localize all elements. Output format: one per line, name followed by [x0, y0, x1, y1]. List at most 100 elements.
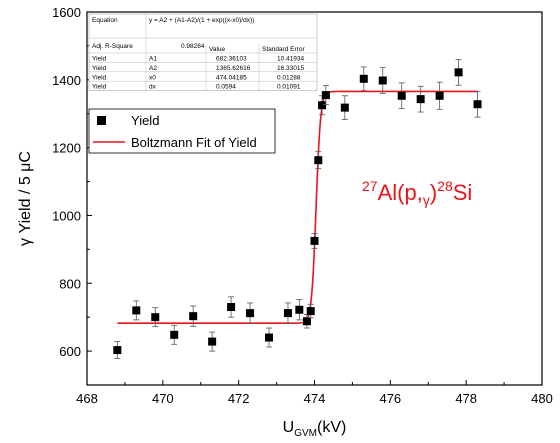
data-marker — [397, 91, 406, 100]
data-marker — [189, 312, 198, 321]
y-tick-label: 1200 — [52, 141, 81, 156]
table-equation: y = A2 + (A1-A2)/(1 + exp((x-x0)/dx)) — [149, 17, 254, 24]
table-error: 0.01091 — [277, 84, 301, 91]
table-adj-r2-label: Adj. R-Square — [92, 43, 133, 50]
data-point — [306, 303, 315, 319]
table-dependent: Yield — [92, 56, 107, 63]
table-equation-label: Equation — [92, 17, 118, 24]
data-point — [113, 341, 122, 359]
table-dependent: Yield — [92, 65, 107, 72]
y-tick-label: 1400 — [52, 73, 81, 88]
table-value: 682.36103 — [216, 56, 247, 63]
data-points — [113, 59, 482, 359]
legend-label-fit: Boltzmann Fit of Yield — [131, 135, 257, 150]
data-marker — [113, 346, 122, 355]
table-error: 0.01288 — [277, 74, 301, 81]
table-value: 0.0594 — [216, 84, 236, 91]
data-marker — [340, 103, 349, 112]
data-point — [265, 327, 273, 348]
data-marker — [454, 68, 463, 77]
data-marker — [306, 307, 315, 316]
annotation-mass-out: 28 — [437, 178, 453, 194]
table-header-error: Standard Error — [262, 46, 305, 53]
data-point — [302, 314, 311, 329]
data-point — [435, 81, 444, 110]
data-marker — [208, 337, 217, 346]
data-point — [170, 324, 179, 345]
x-tick-labels: 468 470 472 474 476 478 480 — [76, 391, 553, 406]
table-header-value: Value — [209, 46, 226, 53]
legend: Yield Boltzmann Fit of Yield — [88, 108, 276, 154]
data-marker — [378, 76, 387, 85]
data-point — [295, 299, 304, 321]
data-marker — [318, 101, 327, 110]
table-error: 16.33015 — [277, 65, 304, 72]
data-marker — [227, 303, 236, 312]
table-value: 1365.62616 — [216, 65, 251, 72]
table-dependent: Yield — [92, 74, 107, 81]
fit-curve — [117, 90, 478, 324]
data-point — [397, 82, 406, 110]
table-parameter: dx — [149, 84, 157, 91]
data-point — [359, 66, 368, 92]
data-point — [151, 307, 160, 328]
x-tick-label: 478 — [455, 391, 477, 406]
annotation-gamma: γ — [423, 192, 430, 208]
data-marker — [302, 317, 311, 326]
x-tick-label: 480 — [531, 391, 553, 406]
x-axis-label-main: U — [283, 419, 295, 436]
data-point — [208, 331, 217, 352]
y-tick-label: 800 — [59, 276, 81, 291]
data-marker — [283, 309, 292, 318]
data-point — [314, 151, 323, 170]
table-error: 10.41934 — [277, 56, 304, 63]
plot-frame — [86, 11, 543, 386]
data-marker — [132, 306, 141, 315]
annotation-product: Si — [453, 180, 473, 205]
annotation-target: Al(p, — [378, 180, 423, 205]
data-point — [132, 300, 141, 321]
data-marker — [473, 100, 482, 109]
fit-parameter-table: Equation y = A2 + (A1-A2)/(1 + exp((x-x0)… — [88, 13, 318, 91]
x-axis-label-sub: GVM — [294, 428, 317, 439]
fit-curve-group — [117, 90, 478, 324]
x-axis-label: UGVM(kV) — [283, 419, 347, 439]
data-point — [416, 85, 425, 113]
y-axis-label: γ Yield / 5 μC — [17, 151, 34, 246]
table-dependent: Yield — [92, 84, 107, 91]
legend-label-yield: Yield — [131, 113, 159, 128]
annotation-mass-in: 27 — [362, 178, 378, 194]
data-point — [246, 302, 255, 324]
table-background — [88, 13, 318, 91]
data-marker — [295, 305, 304, 314]
table-parameter: A2 — [149, 65, 157, 72]
legend-box — [88, 108, 276, 154]
data-marker — [151, 313, 160, 322]
x-tick-label: 470 — [152, 391, 174, 406]
y-tick-label: 1600 — [52, 5, 81, 20]
data-point — [473, 90, 482, 118]
data-marker — [310, 236, 319, 245]
data-marker — [416, 95, 425, 104]
data-marker — [321, 91, 330, 100]
data-marker — [359, 74, 368, 83]
x-tick-label: 474 — [304, 391, 326, 406]
table-parameter: A1 — [149, 56, 157, 63]
table-parameter: x0 — [149, 74, 156, 81]
x-tick-label: 476 — [379, 391, 401, 406]
data-marker — [170, 330, 179, 339]
y-tick-label: 1000 — [52, 208, 81, 223]
table-adj-r2-value: 0.98284 — [181, 43, 205, 50]
data-marker — [246, 309, 255, 318]
data-point — [378, 67, 387, 94]
y-tick-labels: 600 800 1000 1200 1400 1600 — [52, 5, 81, 359]
reaction-annotation: 27Al(p,γ)28Si — [362, 178, 472, 208]
data-point — [310, 233, 319, 249]
data-marker — [314, 156, 323, 165]
legend-marker-yield — [97, 116, 106, 125]
x-tick-label: 468 — [76, 391, 98, 406]
data-marker — [265, 333, 273, 342]
data-marker — [435, 91, 444, 100]
annotation-close: ) — [430, 180, 437, 205]
